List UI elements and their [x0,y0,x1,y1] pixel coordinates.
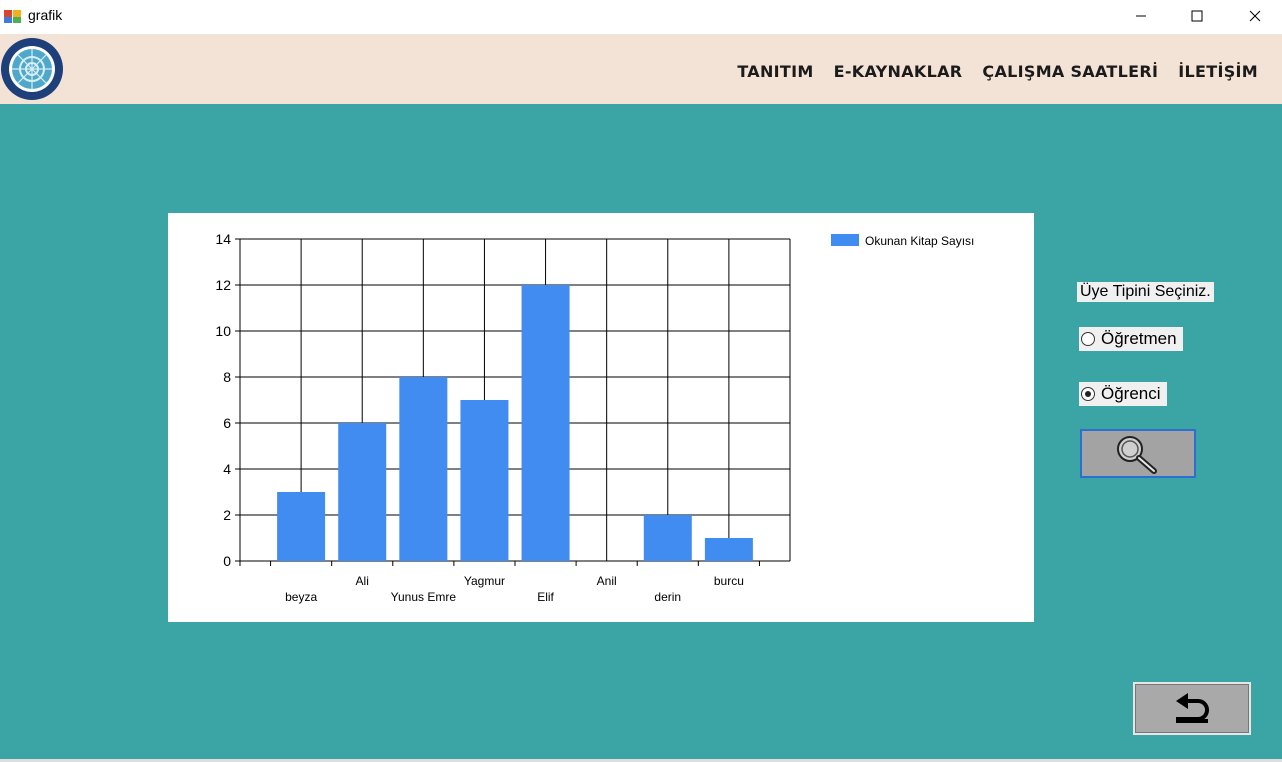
x-tick-label: Anil [597,574,617,588]
radio-student-label: Öğrenci [1101,384,1161,403]
header-bar: TANITIM E-KAYNAKLAR ÇALIŞMA SAATLERİ İLE… [0,34,1282,104]
maximize-button[interactable] [1174,0,1220,32]
x-tick-label: Yunus Emre [391,590,457,604]
radio-teacher[interactable]: Öğretmen [1079,327,1183,351]
bar-beyza [277,492,326,561]
bottom-border [0,759,1282,762]
bar-yunus-emre [399,377,448,561]
y-tick-label: 8 [223,369,231,385]
radio-teacher-label: Öğretmen [1101,329,1177,348]
y-tick-label: 2 [223,507,231,523]
y-tick-label: 4 [223,461,231,477]
window-title: grafik [28,7,63,23]
x-tick-label: Yagmur [464,574,505,588]
x-tick-label: burcu [714,574,744,588]
x-tick-label: Ali [356,574,369,588]
legend-swatch [831,234,859,246]
x-tick-label: beyza [285,590,317,604]
university-logo-icon [1,38,63,100]
x-tick-label: Elif [537,590,554,604]
close-button[interactable] [1232,0,1278,32]
nav-tanitim[interactable]: TANITIM [737,62,814,81]
nav-e-kaynaklar[interactable]: E-KAYNAKLAR [833,62,963,81]
member-type-label: Üye Tipini Seçiniz. [1077,282,1214,302]
minimize-button[interactable] [1118,0,1164,32]
title-bar: grafik [0,0,1282,34]
nav-calisma-saatleri[interactable]: ÇALIŞMA SAATLERİ [982,62,1159,81]
y-tick-label: 12 [215,277,231,293]
bar-ali [338,423,387,561]
chart-panel: 0 2 4 6 8 10 12 14 beyza Ali Yunus Emre Yagmur Elif A… [168,213,1034,622]
y-tick-label: 6 [223,415,231,431]
back-arrow-icon [1176,692,1209,723]
back-button[interactable] [1133,682,1251,735]
minimize-icon [1136,15,1146,17]
radio-student[interactable]: Öğrenci [1079,382,1167,406]
bar-elif [521,285,570,561]
nav-iletisim[interactable]: İLETİŞİM [1178,62,1258,81]
y-tick-label: 10 [215,323,231,339]
y-tick-label: 0 [223,553,231,569]
y-tick-label: 14 [215,231,231,247]
maximize-icon [1191,10,1203,22]
legend-label: Okunan Kitap Sayısı [865,234,974,248]
app-icon [4,10,21,23]
bar-burcu [704,538,753,561]
radio-student-circle[interactable] [1081,387,1095,401]
close-icon [1249,10,1261,22]
magnifier-icon [1117,435,1157,474]
bar-yagmur [460,400,509,561]
bar-derin [643,515,692,561]
bar-chart: 0 2 4 6 8 10 12 14 beyza Ali Yunus Emre Yagmur Elif A… [215,231,974,604]
top-nav: TANITIM E-KAYNAKLAR ÇALIŞMA SAATLERİ İLE… [717,62,1258,81]
search-button[interactable] [1080,429,1196,478]
x-tick-label: derin [654,590,681,604]
radio-teacher-circle[interactable] [1081,332,1095,346]
